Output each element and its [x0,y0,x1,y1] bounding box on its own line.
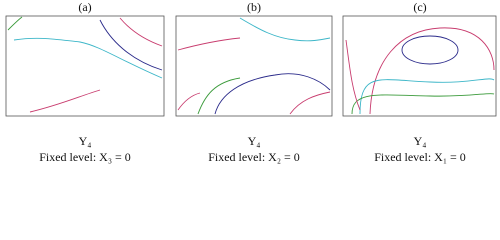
plot-frame [175,15,333,117]
figure: (a) Y₄ Fixed level: X₃ = 0 (b) Y₄ Fixed level… [5,0,497,164]
contour [401,35,459,65]
contour [239,17,331,42]
contour [351,93,495,115]
contour [7,16,23,31]
fixed-level-caption: Fixed level: X₁ = 0 [374,150,466,164]
plot-frame [5,15,165,117]
panel-label: (b) [247,0,261,14]
contour [289,91,331,115]
panel-a-plot [5,15,165,117]
contour [29,89,101,113]
contour [345,39,361,111]
contour [197,77,241,115]
contour [177,37,241,51]
contour [369,27,495,115]
contour [13,37,163,79]
labels: (a) Y₄ Fixed level: X₃ = 0 (b) Y₄ Fixed level… [39,0,466,164]
response-label: Y₄ [248,134,261,148]
contour [99,19,163,71]
response-label: Y₄ [414,134,427,148]
contour [119,17,163,47]
fixed-level-caption: Fixed level: X₃ = 0 [39,150,131,164]
panel-c-plot [342,15,497,117]
contour [359,78,495,115]
plot-frame [342,15,497,117]
panel-label: (a) [78,0,91,14]
fixed-level-caption: Fixed level: X₂ = 0 [208,150,300,164]
response-label: Y₄ [79,134,92,148]
panel-label: (c) [413,0,426,14]
contour [177,92,201,111]
contour [214,73,331,115]
panel-b-plot [175,15,333,117]
